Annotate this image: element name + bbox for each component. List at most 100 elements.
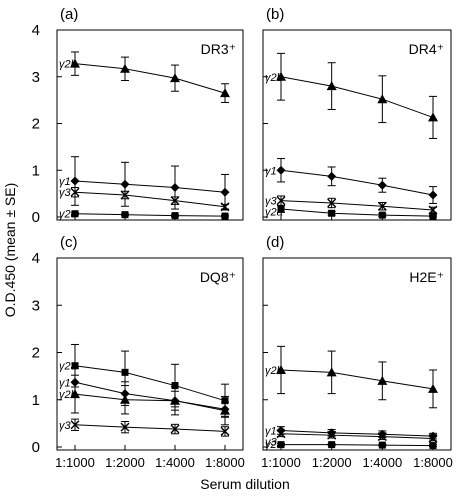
series-line <box>74 180 226 193</box>
data-point <box>378 441 386 449</box>
data-point <box>327 198 337 208</box>
x-tick-label: 1:4000 <box>155 455 195 470</box>
series-line <box>74 365 226 402</box>
data-point <box>71 210 79 218</box>
plot-frame <box>56 257 244 451</box>
series-line <box>280 200 434 211</box>
data-point <box>428 434 438 443</box>
data-point <box>276 165 286 175</box>
y-tick-label: 3 <box>32 297 40 314</box>
panel-label: (c) <box>60 234 78 251</box>
series-label: γ2a <box>265 439 283 451</box>
series-label: γ3 <box>59 187 72 199</box>
y-tick-label: 1 <box>32 162 40 179</box>
panel-title: H2E⁺ <box>409 269 444 285</box>
data-point <box>327 430 337 440</box>
x-tick-label: 1:1000 <box>261 455 301 470</box>
data-point <box>220 187 230 197</box>
x-tick-label: 1:4000 <box>362 455 402 470</box>
panel-title: DQ8⁺ <box>200 269 236 285</box>
series-line <box>280 169 434 196</box>
series-label: γ3 <box>59 420 72 432</box>
y-tick-label: 4 <box>32 22 40 39</box>
series: γ2a <box>265 439 437 451</box>
data-point <box>220 202 230 212</box>
x-tick-label: 1:2000 <box>105 455 145 470</box>
data-point <box>327 171 337 181</box>
series-label: γ2b <box>59 389 77 401</box>
data-point <box>377 201 387 211</box>
series-line <box>74 393 226 412</box>
series-label: γ2b <box>59 59 77 71</box>
data-point <box>120 190 130 200</box>
data-point <box>428 112 438 122</box>
data-point <box>276 196 286 206</box>
panel-title: DR3⁺ <box>201 41 236 57</box>
data-point <box>377 375 388 385</box>
figure-y-axis-label: O.D.450 (mean ± SE) <box>2 183 18 318</box>
data-point <box>220 426 230 436</box>
series-line <box>74 213 226 217</box>
series-line <box>74 191 226 208</box>
series: γ1 <box>265 425 438 441</box>
series: γ1 <box>265 158 438 204</box>
data-point <box>171 212 179 220</box>
data-point <box>70 176 80 186</box>
data-point <box>170 73 180 83</box>
series: γ3 <box>59 418 230 437</box>
series-line <box>280 208 434 217</box>
series-label: γ2a <box>59 361 77 373</box>
series-line <box>280 433 434 439</box>
data-point <box>328 209 336 217</box>
figure-x-axis-label: Serum dilution <box>200 476 290 492</box>
series-line <box>280 429 434 437</box>
data-point <box>170 395 180 405</box>
series: γ2b <box>265 345 438 409</box>
series: γ1 <box>59 367 230 417</box>
series: γ2b <box>59 374 230 426</box>
data-point <box>70 420 80 430</box>
series: γ2b <box>59 51 230 103</box>
panel-title: DR4⁺ <box>409 41 444 57</box>
y-tick-label: 1 <box>32 392 40 409</box>
series-line <box>280 369 434 390</box>
series-label: γ2a <box>265 207 283 219</box>
series-label: γ1 <box>265 165 277 177</box>
y-tick-label: 2 <box>32 116 40 133</box>
x-tick-label: 1:1000 <box>55 455 95 470</box>
series-label: γ2b <box>265 72 283 84</box>
x-tick-label: 1:2000 <box>312 455 352 470</box>
data-point <box>70 58 80 68</box>
series: γ2a <box>59 209 229 221</box>
y-tick-label: 3 <box>32 69 40 86</box>
series-line <box>280 76 434 118</box>
data-point <box>328 441 336 449</box>
data-point <box>120 394 130 404</box>
panel-label: (d) <box>266 234 284 251</box>
series: γ2a <box>265 205 437 220</box>
data-point <box>429 212 437 220</box>
data-point <box>171 382 179 390</box>
data-point <box>326 81 337 91</box>
series-line <box>74 381 226 410</box>
data-point <box>377 432 387 442</box>
y-tick-label: 0 <box>32 439 40 456</box>
data-point <box>326 367 337 377</box>
series-label: γ3 <box>265 436 278 448</box>
series-line <box>74 63 226 94</box>
data-point <box>428 383 438 393</box>
series-label: γ3 <box>265 196 278 208</box>
x-tick-label: 1:8000 <box>413 455 453 470</box>
series: γ3 <box>265 429 438 448</box>
data-point <box>70 187 80 197</box>
data-point <box>121 211 129 219</box>
panel-label: (b) <box>266 6 284 23</box>
series-label: γ1 <box>265 425 277 437</box>
data-point <box>429 442 437 450</box>
series: γ1 <box>59 156 230 211</box>
data-point <box>428 190 438 200</box>
panel-2: 0 1 2 3 4 1:1000 1:2000 1:4000 1:8000 (c) DQ8⁺ γ2a γ… <box>32 234 245 470</box>
